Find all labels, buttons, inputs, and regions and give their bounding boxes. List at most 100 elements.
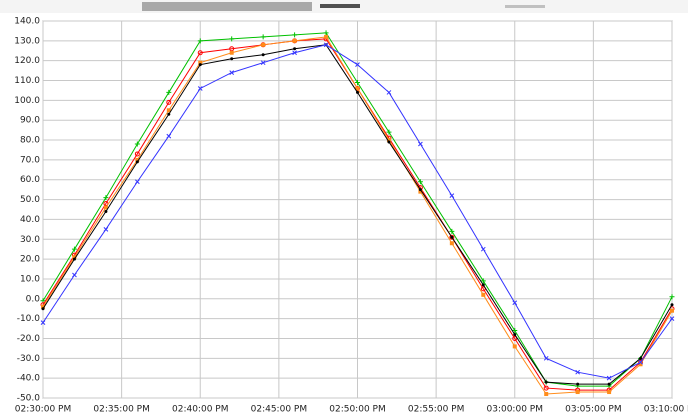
x-tick-label: 03:00:00 PM <box>487 405 543 415</box>
marker <box>481 283 485 287</box>
marker <box>134 179 140 185</box>
marker <box>166 133 172 139</box>
marker <box>670 303 674 307</box>
y-tick-label: 140.0 <box>14 17 40 27</box>
marker <box>134 141 140 147</box>
y-tick-label: 20.0 <box>20 255 40 265</box>
marker <box>638 359 643 365</box>
marker <box>575 390 580 395</box>
y-tick-label: 30.0 <box>20 235 40 245</box>
x-tick-label: 02:35:00 PM <box>93 405 149 415</box>
x-tick-label: 02:45:00 PM <box>251 405 307 415</box>
marker <box>198 60 203 65</box>
marker <box>166 89 172 95</box>
marker <box>292 38 297 43</box>
marker <box>418 189 423 194</box>
marker <box>480 246 486 252</box>
y-tick-label: 110.0 <box>14 76 40 86</box>
marker <box>261 53 265 57</box>
y-tick-label: 60.0 <box>20 175 40 185</box>
marker <box>103 226 109 232</box>
marker <box>229 36 235 42</box>
y-tick-label: 100.0 <box>14 96 40 106</box>
marker <box>576 382 580 386</box>
marker <box>72 272 77 278</box>
marker <box>449 228 455 234</box>
y-tick-label: 90.0 <box>20 116 40 126</box>
marker <box>512 300 518 306</box>
marker <box>323 30 329 36</box>
marker <box>260 34 266 40</box>
marker <box>544 380 548 384</box>
marker <box>166 108 171 113</box>
marker <box>639 356 643 360</box>
marker <box>356 90 359 94</box>
marker <box>386 129 392 135</box>
marker <box>670 308 674 313</box>
marker <box>104 209 108 213</box>
marker <box>72 257 76 261</box>
marker <box>512 328 518 334</box>
marker <box>323 42 329 48</box>
header-bar <box>320 4 360 8</box>
marker <box>260 60 266 66</box>
marker <box>355 86 360 91</box>
marker <box>197 38 203 44</box>
marker <box>481 292 486 297</box>
marker <box>544 392 549 397</box>
marker <box>72 255 77 260</box>
y-tick-label: 10.0 <box>20 274 40 284</box>
marker <box>41 307 45 311</box>
marker <box>449 193 455 198</box>
marker <box>607 390 612 395</box>
marker <box>418 141 423 147</box>
marker <box>293 47 297 51</box>
x-tick-label: 02:40:00 PM <box>172 405 228 415</box>
marker <box>167 112 171 116</box>
marker <box>230 57 234 61</box>
marker <box>512 344 517 349</box>
marker <box>543 355 549 361</box>
marker <box>71 246 77 252</box>
marker <box>197 50 203 56</box>
y-tick-label: 50.0 <box>20 195 40 205</box>
marker <box>166 99 172 105</box>
marker <box>324 34 329 39</box>
marker <box>261 42 266 47</box>
x-tick-label: 02:50:00 PM <box>329 405 385 415</box>
marker <box>41 304 45 309</box>
marker <box>449 234 455 240</box>
marker <box>292 32 298 38</box>
marker <box>197 86 203 91</box>
marker <box>606 375 612 381</box>
marker <box>513 333 517 337</box>
marker <box>418 188 422 192</box>
marker <box>607 382 611 386</box>
marker <box>134 151 140 157</box>
marker <box>669 316 675 321</box>
marker <box>103 195 109 201</box>
marker <box>449 241 454 246</box>
y-tick-label: 0.0 <box>26 294 41 304</box>
marker <box>40 320 46 325</box>
y-tick-label: 40.0 <box>20 215 40 225</box>
marker <box>480 278 486 284</box>
x-tick-label: 02:30:00 PM <box>15 405 71 415</box>
marker <box>669 294 675 300</box>
marker <box>355 80 360 86</box>
x-tick-label: 03:05:00 PM <box>565 405 621 415</box>
y-tick-label: -50.0 <box>17 394 41 404</box>
marker <box>543 385 549 391</box>
header-bar <box>142 2 312 11</box>
marker <box>355 62 360 68</box>
y-tick-label: 130.0 <box>14 36 40 46</box>
marker <box>512 335 518 341</box>
marker <box>417 179 423 185</box>
y-tick-label: -40.0 <box>17 374 41 384</box>
marker <box>135 157 140 162</box>
marker <box>638 362 643 367</box>
x-tick-label: 02:55:00 PM <box>408 405 464 415</box>
marker <box>229 50 234 55</box>
